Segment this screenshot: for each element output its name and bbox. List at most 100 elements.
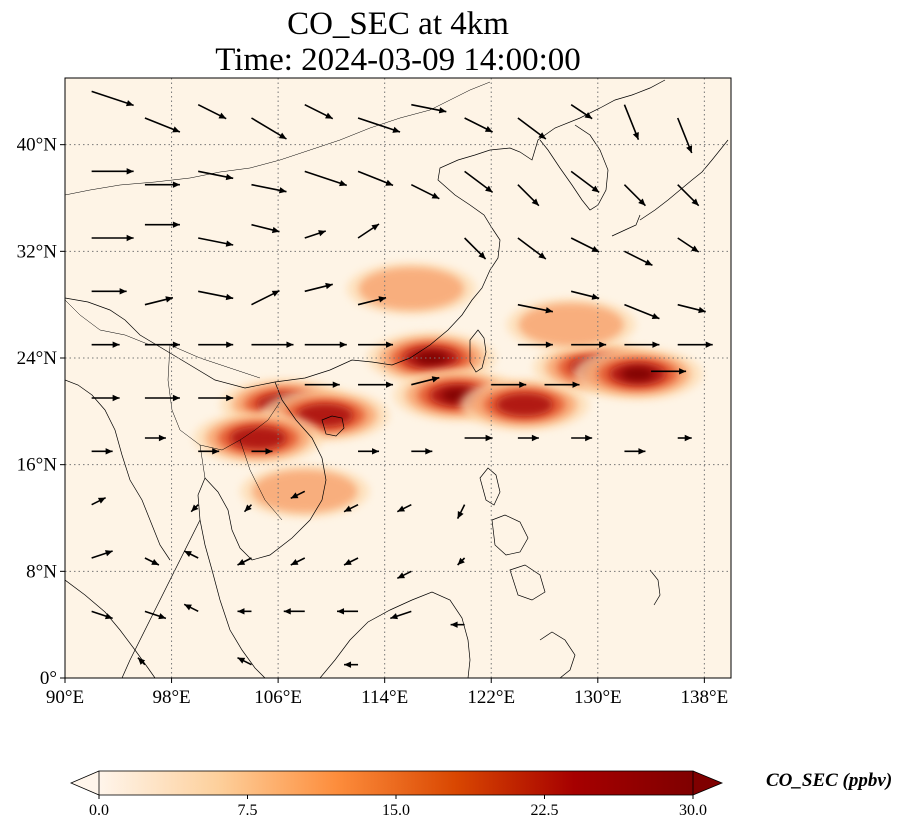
wind-arrow xyxy=(456,504,466,520)
wind-arrow xyxy=(570,237,600,253)
wind-vectors xyxy=(91,90,713,668)
colorbar-tick-label: 22.5 xyxy=(531,802,559,819)
wind-arrow xyxy=(144,557,160,566)
wind-arrow xyxy=(91,341,120,348)
map-frame xyxy=(64,77,732,679)
wind-arrow xyxy=(343,557,359,566)
colorbar-tick-label: 15.0 xyxy=(382,802,410,819)
colorbar-ticks: 0.0 7.5 15.0 22.5 30.0 xyxy=(89,795,707,819)
wind-arrow xyxy=(144,610,167,620)
wind-arrow xyxy=(411,448,433,455)
wind-arrow xyxy=(304,103,334,120)
plume-7-level-4 xyxy=(621,367,654,381)
wind-arrow xyxy=(677,303,706,314)
wind-arrow xyxy=(651,368,687,375)
wind-arrow xyxy=(190,504,199,513)
colorbar-extend-low xyxy=(71,771,99,795)
wind-arrow xyxy=(358,381,394,388)
colorbar-label: CO_SEC (ppbv) xyxy=(766,770,893,791)
wind-arrow xyxy=(517,434,539,442)
longitude-tick-label: 138°E xyxy=(681,687,729,708)
wind-arrow xyxy=(677,341,713,348)
plume-2-level-3 xyxy=(229,426,287,450)
wind-arrow xyxy=(91,288,127,295)
wind-arrow xyxy=(243,504,253,513)
wind-arrow xyxy=(411,376,440,386)
wind-arrow xyxy=(290,557,306,566)
wind-arrow xyxy=(517,341,553,348)
wind-arrow xyxy=(237,656,252,666)
wind-arrow xyxy=(304,341,347,348)
colorbar-body xyxy=(99,771,693,795)
wind-arrow xyxy=(144,117,181,133)
longitude-tick-label: 98°E xyxy=(152,687,190,708)
wind-arrow xyxy=(91,448,113,455)
wind-arrow xyxy=(677,184,700,207)
wind-arrow xyxy=(304,230,327,239)
wind-arrow xyxy=(91,496,106,506)
wind-arrow xyxy=(358,448,380,455)
wind-arrow xyxy=(517,184,540,207)
latitude-tick-label: 24°N xyxy=(17,348,58,369)
plume-8-level-1 xyxy=(358,267,464,311)
longitude-tick-label: 90°E xyxy=(46,687,84,708)
wind-arrow xyxy=(251,223,280,234)
wind-arrow xyxy=(517,237,547,260)
wind-arrow xyxy=(251,117,287,140)
wind-arrow xyxy=(464,237,487,260)
wind-arrow xyxy=(624,250,653,267)
longitude-tick-label: 114°E xyxy=(361,687,408,708)
longitude-ticks: 90°E 98°E 106°E 114°E 122°E 130°E 138°E xyxy=(46,678,728,708)
wind-arrow xyxy=(91,168,134,175)
wind-arrow xyxy=(624,448,646,455)
wind-arrow xyxy=(198,341,234,348)
wind-arrow xyxy=(304,170,348,187)
wind-arrow xyxy=(343,503,359,513)
wind-arrow xyxy=(450,621,465,628)
plume-10-level-1 xyxy=(252,469,358,513)
wind-arrow xyxy=(358,341,394,348)
wind-arrow xyxy=(623,184,647,207)
wind-arrow xyxy=(390,610,412,620)
wind-arrow xyxy=(91,610,113,620)
wind-arrow xyxy=(677,434,692,442)
wind-arrow xyxy=(410,183,440,200)
wind-arrow xyxy=(198,394,234,402)
plume-9-level-1 xyxy=(518,303,624,347)
plume-1-level-3 xyxy=(296,403,354,427)
wind-arrow xyxy=(197,103,227,120)
wind-arrow xyxy=(676,117,693,154)
wind-arrow xyxy=(491,381,527,388)
wind-arrow xyxy=(570,170,600,193)
wind-arrow xyxy=(396,570,412,580)
latitude-ticks: 0° 8°N 16°N 24°N 32°N 40°N xyxy=(17,135,65,689)
longitude-tick-label: 122°E xyxy=(467,687,515,708)
wind-arrow xyxy=(91,394,120,402)
wind-arrow xyxy=(411,103,447,114)
wind-arrow xyxy=(544,381,580,388)
latitude-tick-label: 32°N xyxy=(17,241,58,262)
wind-arrow xyxy=(624,303,660,320)
latitude-tick-label: 16°N xyxy=(17,455,58,476)
wind-arrow xyxy=(144,221,180,228)
plume-3-level-4 xyxy=(415,351,448,365)
wind-arrow xyxy=(251,183,287,194)
wind-arrow xyxy=(464,170,494,193)
wind-arrow xyxy=(571,341,607,348)
graticule xyxy=(65,78,731,678)
latitude-tick-label: 0° xyxy=(40,668,57,689)
wind-arrow xyxy=(464,117,493,133)
wind-arrow xyxy=(344,661,359,668)
colorbar-extend-high xyxy=(693,771,722,795)
wind-arrow xyxy=(677,237,700,253)
longitude-tick-label: 130°E xyxy=(574,687,622,708)
wind-arrow xyxy=(624,341,660,348)
wind-arrow xyxy=(198,237,234,247)
wind-arrow xyxy=(144,181,180,188)
wind-arrow xyxy=(237,557,252,566)
wind-arrow xyxy=(183,550,199,559)
wind-arrow xyxy=(91,90,134,107)
wind-arrow xyxy=(304,282,333,293)
wind-arrow xyxy=(251,289,280,306)
